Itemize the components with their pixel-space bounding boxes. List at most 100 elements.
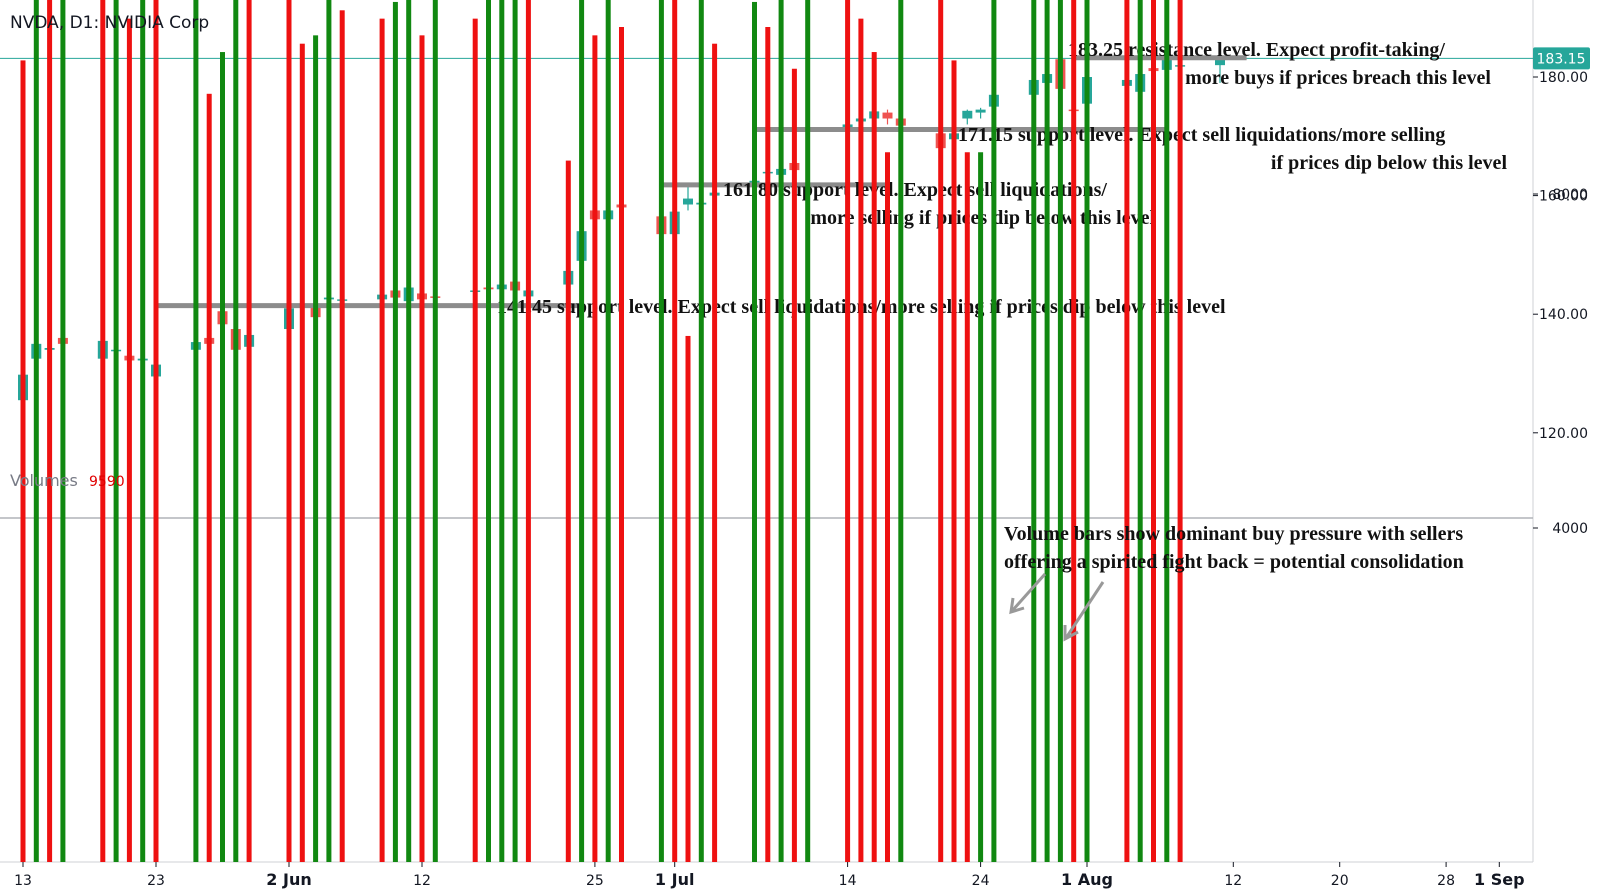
volume-annotation-line-1: Volume bars show dominant buy pressure w… (1004, 523, 1463, 545)
volume-bar (805, 0, 811, 863)
level-label: 161.80 support level. Expect sell liquid… (723, 179, 1107, 201)
volume-bar (20, 60, 26, 862)
level-label: 183.25 resistance level. Expect profit-t… (1068, 39, 1445, 61)
chart-title: NVDA, D1: NVIDIA Corp (10, 13, 209, 33)
volume-bar (579, 0, 585, 862)
last-price-tag: 183.15 (1533, 47, 1590, 70)
volume-bar (1137, 0, 1143, 862)
candle (1215, 56, 1225, 83)
date-tick-label: 1 Jul (655, 870, 695, 889)
volume-bar (1151, 0, 1156, 863)
date-tick-label: 12 (1224, 873, 1242, 889)
volume-bar (60, 0, 66, 862)
volume-bar (140, 0, 146, 862)
volume-bar (978, 152, 984, 862)
volume-bars-layer (20, 0, 1183, 863)
volume-bar (1124, 0, 1130, 862)
volume-bar (1031, 0, 1037, 862)
volume-bar (512, 0, 518, 862)
candle (882, 109, 893, 125)
date-tick-label: 13 (14, 873, 32, 889)
volume-bar (233, 0, 239, 863)
level-183-25: 183.25 resistance level. Expect profit-t… (1068, 39, 1491, 89)
volume-annotation: Volume bars show dominant buy pressure w… (1004, 523, 1464, 642)
level-171-15: 171.15 support level. Expect sell liquid… (754, 124, 1508, 174)
volume-bar (658, 0, 664, 862)
candle (962, 109, 973, 125)
volume-bar (1164, 0, 1170, 863)
volume-bar (1044, 0, 1050, 862)
volume-bar (885, 152, 890, 862)
volume-bar (246, 0, 252, 862)
volume-bar (871, 52, 877, 863)
date-tick-label: 2 Jun (266, 870, 311, 889)
volume-bar (1177, 0, 1183, 862)
volume-bar (712, 43, 718, 862)
level-label: if prices dip below this level (1271, 152, 1508, 174)
volume-bar (313, 35, 319, 863)
annotation-arrow-1 (1009, 573, 1047, 615)
price-tick-label: 180.00 (1539, 70, 1588, 86)
price-tick-label: 160.00 (1539, 189, 1588, 205)
volume-axis-ticks: 160001200080004000 (1533, 187, 1588, 537)
price-tick-label: 140.00 (1539, 307, 1588, 323)
volume-bar (153, 0, 159, 863)
volume-bar (326, 0, 332, 862)
date-tick-label: 14 (839, 873, 857, 889)
volume-bar (432, 0, 438, 862)
candle (975, 107, 986, 119)
volume-bar (898, 0, 904, 862)
volume-bar (991, 0, 997, 862)
volume-tick-label: 4000 (1552, 521, 1588, 537)
date-tick-label: 1 Aug (1061, 870, 1113, 889)
volume-bar (33, 0, 39, 862)
volume-bar (193, 0, 199, 862)
volume-bar (499, 0, 505, 862)
date-tick-label: 28 (1437, 873, 1455, 889)
volume-bar (472, 18, 478, 862)
price-tick-label: 120.00 (1539, 426, 1588, 442)
date-tick-label: 12 (413, 873, 431, 889)
volume-bar (379, 18, 385, 862)
volume-bar (220, 52, 225, 863)
candle-body (683, 198, 693, 205)
date-tick-label: 23 (147, 873, 165, 889)
volume-bar (605, 0, 611, 862)
level-label: more buys if prices breach this level (1185, 67, 1491, 89)
volume-bar (1084, 0, 1090, 863)
volume-bar (126, 18, 132, 862)
volume-bar (206, 93, 212, 863)
volume-bar (1057, 0, 1063, 863)
volume-bar (47, 0, 53, 862)
volume-bar (698, 0, 704, 862)
volume-bar (619, 27, 624, 862)
volume-bar (525, 0, 531, 862)
volume-pane-title: Volumes (10, 471, 78, 490)
volume-bar (339, 10, 345, 863)
candle-body (975, 109, 986, 113)
volume-bar (685, 335, 691, 862)
candle (683, 186, 693, 211)
volume-bar (486, 0, 491, 863)
volume-bar (299, 43, 305, 862)
volume-bar (392, 1, 398, 862)
volume-bar (1071, 0, 1077, 863)
volume-bar (964, 152, 970, 862)
date-tick-label: 1 Sep (1474, 870, 1525, 889)
price-axis-ticks: 180.00 160.00 140.00 120.00 (1533, 70, 1588, 442)
date-tick-label: 20 (1331, 873, 1349, 889)
candle-body (1215, 58, 1225, 66)
volume-bar (592, 35, 598, 863)
volume-bar (938, 0, 944, 862)
volume-bar (113, 0, 119, 863)
volume-bar (791, 68, 797, 862)
volume-bar (845, 0, 851, 863)
candle-body (882, 112, 893, 119)
candle-body (962, 110, 973, 119)
last-price-tag-bg (1533, 47, 1590, 70)
volume-bar (565, 160, 571, 863)
date-tick-label: 24 (972, 873, 990, 889)
volume-annotation-line-2: offering a spirited fight back = potenti… (1004, 551, 1464, 573)
